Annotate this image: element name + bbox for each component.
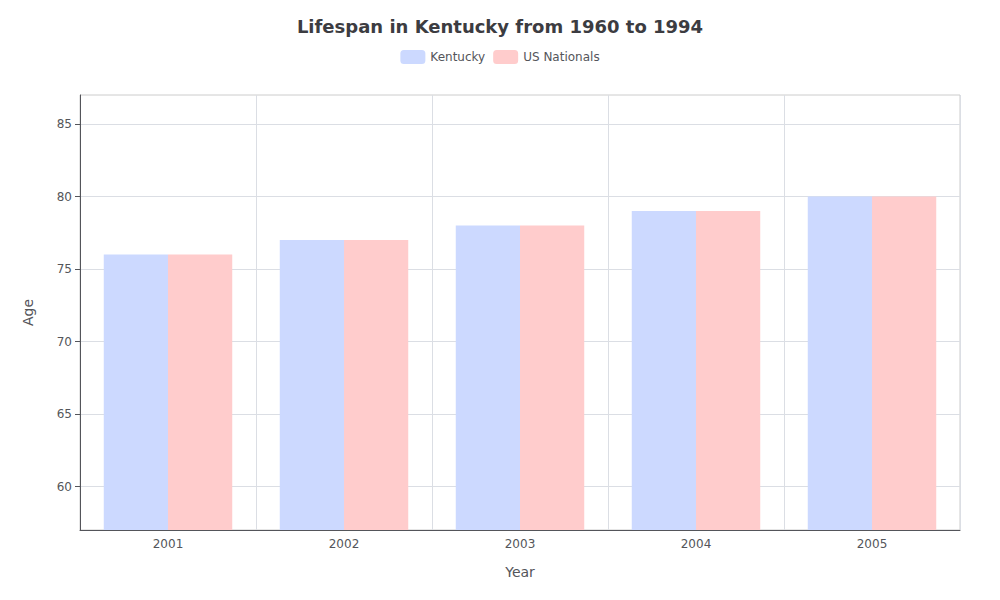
svg-text:Age: Age [20, 299, 36, 326]
svg-text:2001: 2001 [153, 537, 184, 551]
svg-text:2003: 2003 [505, 537, 536, 551]
svg-text:Lifespan in Kentucky from 1960: Lifespan in Kentucky from 1960 to 1994 [297, 16, 703, 37]
svg-text:60: 60 [57, 480, 72, 494]
svg-text:Kentucky: Kentucky [430, 50, 485, 64]
svg-text:75: 75 [57, 262, 72, 276]
svg-text:65: 65 [57, 407, 72, 421]
svg-text:85: 85 [57, 117, 72, 131]
svg-text:80: 80 [57, 190, 72, 204]
svg-text:70: 70 [57, 335, 72, 349]
svg-text:US Nationals: US Nationals [523, 50, 599, 64]
svg-text:2004: 2004 [681, 537, 712, 551]
svg-text:2002: 2002 [329, 537, 360, 551]
svg-text:2005: 2005 [857, 537, 888, 551]
svg-text:Year: Year [504, 564, 535, 580]
